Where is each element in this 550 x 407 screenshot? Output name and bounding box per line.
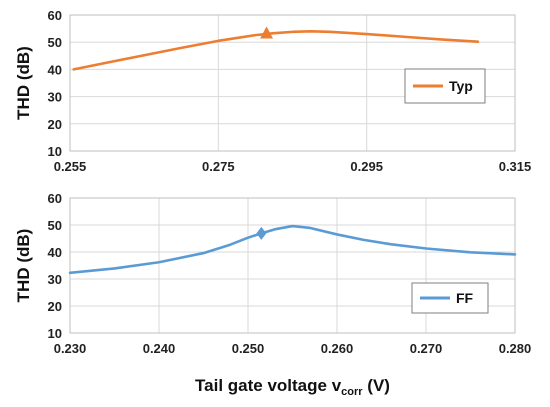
chart2-xtick-label: 0.270 — [410, 341, 443, 356]
chart2-xtick-label: 0.240 — [143, 341, 176, 356]
chart1-ytick-label: 50 — [48, 35, 62, 50]
chart2-xtick-label: 0.230 — [54, 341, 87, 356]
chart2-plot-frame — [69, 197, 516, 334]
chart2-ytick-label: 10 — [48, 326, 62, 341]
chart1-plot-frame — [69, 14, 516, 152]
chart2-legend-label: FF — [456, 290, 474, 306]
chart1-ytick-label: 10 — [48, 144, 62, 159]
chart1-series-line-typ — [72, 30, 480, 71]
chart2-ytick-label: 60 — [48, 191, 62, 206]
chart2-x-axis-label: Tail gate voltage vcorr (V) — [195, 376, 390, 398]
chart2-xtick-label: 0.260 — [321, 341, 354, 356]
chart1-ytick-label: 60 — [48, 8, 62, 23]
chart1-legend-label: Typ — [449, 78, 473, 94]
chart1-xtick-label: 0.295 — [350, 159, 383, 174]
chart2-xtick-label: 0.280 — [499, 341, 532, 356]
chart1-ytick-label: 40 — [48, 62, 62, 77]
chart2-ytick-label: 30 — [48, 272, 62, 287]
chart2-ytick-label: 40 — [48, 245, 62, 260]
chart1-ytick-label: 30 — [48, 90, 62, 105]
chart2-y-axis-label: THD (dB) — [14, 229, 33, 303]
chart1-ytick-label: 20 — [48, 117, 62, 132]
chart1-xtick-label: 0.275 — [202, 159, 235, 174]
chart2-series-line-ff — [68, 224, 517, 275]
chart1-y-axis-label: THD (dB) — [14, 46, 33, 120]
chart2-ytick-label: 50 — [48, 218, 62, 233]
chart1-triangle-marker — [260, 26, 274, 39]
chart1-xtick-label: 0.315 — [499, 159, 532, 174]
chart2-ytick-label: 20 — [48, 299, 62, 314]
chart1-xtick-label: 0.255 — [54, 159, 87, 174]
chart2-diamond-marker — [256, 226, 267, 240]
chart2-xtick-label: 0.250 — [232, 341, 265, 356]
